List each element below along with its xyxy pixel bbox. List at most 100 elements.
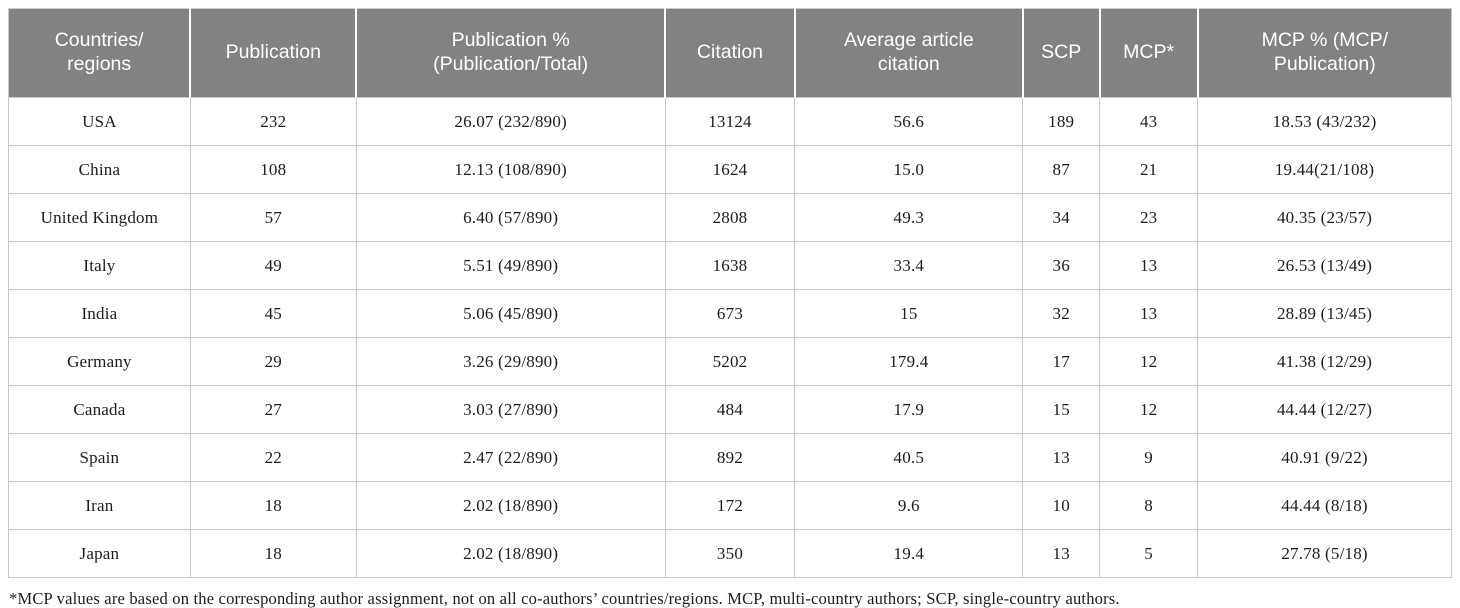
country-cell: United Kingdom [8,193,191,242]
table-cell: 13 [1022,433,1101,482]
table-cell: 17.9 [794,385,1024,434]
table-cell: 5202 [664,337,796,386]
table-cell: 13124 [664,97,796,146]
table-cell: 15 [1022,385,1101,434]
table-cell: 41.38 (12/29) [1197,337,1452,386]
country-cell: Japan [8,529,191,578]
table-footnote: *MCP values are based on the correspondi… [9,589,1120,608]
table-row: USA 232 26.07 (232/890) 13124 56.6 189 43 18.53… [8,97,1452,146]
table-cell: 484 [664,385,796,434]
table-cell: 40.91 (9/22) [1197,433,1452,482]
column-header-mcp-pct: MCP % (MCP/ Publication) [1196,8,1452,98]
table-cell: 17 [1022,337,1101,386]
table-cell: 28.89 (13/45) [1197,289,1452,338]
table-cell: 34 [1022,193,1101,242]
column-header-publication-pct: Publication % (Publication/Total) [355,8,666,98]
table-cell: 9 [1099,433,1199,482]
table-cell: 56.6 [794,97,1024,146]
table-cell: 13 [1099,241,1199,290]
table-cell: 2808 [664,193,796,242]
table-row: Italy 49 5.51 (49/890) 1638 33.4 36 13 26.53 (1… [8,241,1452,290]
table-cell: 18 [189,481,357,530]
table-cell: 27.78 (5/18) [1197,529,1452,578]
table-row: Germany 29 3.26 (29/890) 5202 179.4 17 12 41.38… [8,337,1452,386]
table-cell: 36 [1022,241,1101,290]
column-header-avg-article-citation: Average article citation [793,8,1023,98]
table-body: USA 232 26.07 (232/890) 13124 56.6 189 43 18.53… [8,97,1452,578]
table-cell: 2.02 (18/890) [355,481,666,530]
table-row: Japan 18 2.02 (18/890) 350 19.4 13 5 27.78 (5/1… [8,529,1452,578]
table-cell: 2.47 (22/890) [355,433,666,482]
table-cell: 8 [1099,481,1199,530]
table-cell: 32 [1022,289,1101,338]
table-cell: 5.51 (49/890) [355,241,666,290]
country-cell: Germany [8,337,191,386]
table-cell: 6.40 (57/890) [355,193,666,242]
table-cell: 5.06 (45/890) [355,289,666,338]
table-cell: 19.4 [794,529,1024,578]
table-row: Canada 27 3.03 (27/890) 484 17.9 15 12 44.44 (1… [8,385,1452,434]
country-cell: Spain [8,433,191,482]
table-cell: 2.02 (18/890) [355,529,666,578]
table-cell: 40.5 [794,433,1024,482]
table-cell: 3.26 (29/890) [355,337,666,386]
table-cell: 3.03 (27/890) [355,385,666,434]
table-cell: 1638 [664,241,796,290]
table-cell: 172 [664,481,796,530]
table-cell: 232 [189,97,357,146]
table-row: United Kingdom 57 6.40 (57/890) 2808 49.3 34 2… [8,193,1452,242]
table-cell: 26.07 (232/890) [355,97,666,146]
column-header-mcp: MCP* [1098,8,1198,98]
table-cell: 15 [794,289,1024,338]
table-cell: 57 [189,193,357,242]
table-cell: 13 [1022,529,1101,578]
country-cell: India [8,289,191,338]
table-cell: 10 [1022,481,1101,530]
column-header-publication: Publication [189,8,357,98]
column-header-countries-regions: Countries/ regions [8,8,191,98]
country-cell: Italy [8,241,191,290]
table-cell: 23 [1099,193,1199,242]
table-cell: 189 [1022,97,1101,146]
table-row: China 108 12.13 (108/890) 1624 15.0 87 21 19.44… [8,145,1452,194]
table-cell: 108 [189,145,357,194]
table-cell: 673 [664,289,796,338]
table-row: Iran 18 2.02 (18/890) 172 9.6 10 8 44.44 (8/18) [8,481,1452,530]
table-cell: 29 [189,337,357,386]
countries-publications-table: Countries/ regions Publication Publication… [8,8,1452,578]
table-cell: 5 [1099,529,1199,578]
country-cell: USA [8,97,191,146]
table-cell: 22 [189,433,357,482]
table-row: Spain 22 2.47 (22/890) 892 40.5 13 9 40.91 (9/2… [8,433,1452,482]
table-cell: 179.4 [794,337,1024,386]
table-cell: 21 [1099,145,1199,194]
table-cell: 19.44(21/108) [1197,145,1452,194]
table-cell: 12.13 (108/890) [355,145,666,194]
table-cell: 18 [189,529,357,578]
country-cell: China [8,145,191,194]
table-cell: 12 [1099,337,1199,386]
table-cell: 892 [664,433,796,482]
table-cell: 350 [664,529,796,578]
table-cell: 44.44 (8/18) [1197,481,1452,530]
table-cell: 13 [1099,289,1199,338]
table-row: India 45 5.06 (45/890) 673 15 32 13 28.89 (13/4… [8,289,1452,338]
table-cell: 15.0 [794,145,1024,194]
table-head: Countries/ regions Publication Publication… [8,8,1452,98]
table-cell: 44.44 (12/27) [1197,385,1452,434]
column-header-scp: SCP [1021,8,1100,98]
table-cell: 49.3 [794,193,1024,242]
table-cell: 49 [189,241,357,290]
table-header-row: Countries/ regions Publication Publication… [8,8,1452,98]
country-cell: Canada [8,385,191,434]
table-cell: 40.35 (23/57) [1197,193,1452,242]
country-cell: Iran [8,481,191,530]
table-cell: 43 [1099,97,1199,146]
column-header-citation: Citation [664,8,795,98]
table-cell: 27 [189,385,357,434]
table-cell: 9.6 [794,481,1024,530]
table-cell: 33.4 [794,241,1024,290]
table-cell: 18.53 (43/232) [1197,97,1452,146]
table-cell: 1624 [664,145,796,194]
